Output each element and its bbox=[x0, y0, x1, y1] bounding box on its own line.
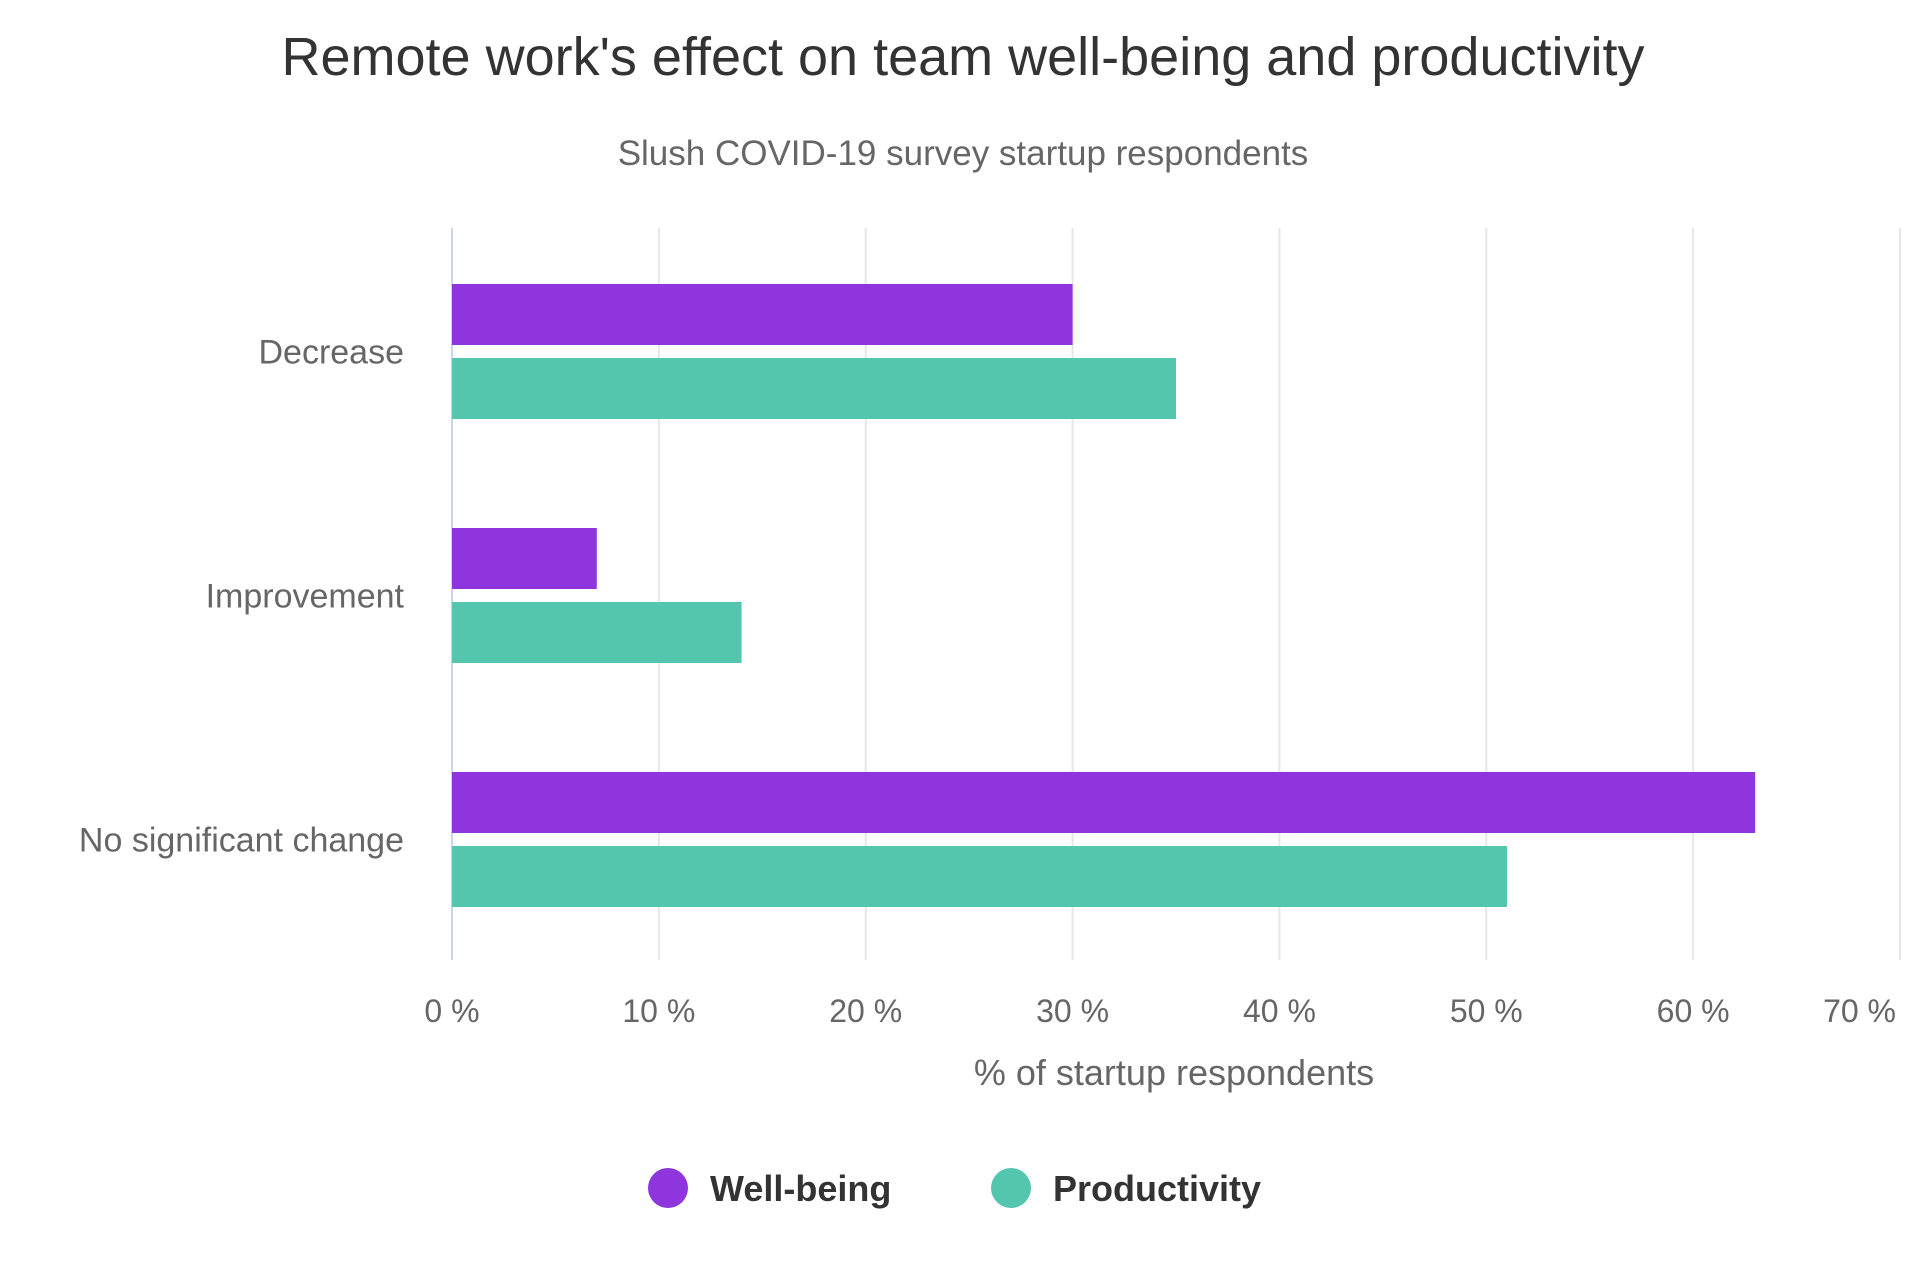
bar-well-being-decrease[interactable] bbox=[452, 284, 1073, 345]
bar-well-being-no-significant-change[interactable] bbox=[452, 772, 1756, 833]
chart-title: Remote work's effect on team well-being … bbox=[282, 27, 1645, 87]
legend-item-well-being[interactable]: Well-being bbox=[648, 1168, 891, 1209]
bar-well-being-improvement[interactable] bbox=[452, 528, 597, 589]
x-tick-label: 70 % bbox=[1823, 993, 1896, 1029]
legend-swatch bbox=[648, 1168, 688, 1208]
x-tick-label: 0 % bbox=[424, 993, 479, 1029]
x-tick-labels: 0 % 10 % 20 % 30 % 40 % 50 % 60 % 70 % bbox=[424, 993, 1896, 1029]
category-label: No significant change bbox=[79, 822, 404, 860]
bar-productivity-no-significant-change[interactable] bbox=[452, 846, 1507, 907]
x-axis-title: % of startup respondents bbox=[974, 1052, 1374, 1093]
x-tick-label: 30 % bbox=[1036, 993, 1109, 1029]
chart-subtitle: Slush COVID-19 survey startup respondent… bbox=[618, 134, 1309, 173]
x-tick-label: 20 % bbox=[829, 993, 902, 1029]
legend-label: Productivity bbox=[1053, 1168, 1261, 1209]
category-label: Improvement bbox=[206, 578, 405, 616]
legend[interactable]: Well-being Productivity bbox=[648, 1168, 1261, 1209]
x-tick-label: 50 % bbox=[1450, 993, 1523, 1029]
bars bbox=[452, 284, 1756, 907]
category-labels: Decrease Improvement No significant change bbox=[79, 334, 405, 860]
x-tick-label: 10 % bbox=[622, 993, 695, 1029]
legend-label: Well-being bbox=[710, 1168, 891, 1209]
x-tick-label: 40 % bbox=[1243, 993, 1316, 1029]
bar-productivity-improvement[interactable] bbox=[452, 602, 742, 663]
category-label: Decrease bbox=[258, 334, 404, 372]
bar-productivity-decrease[interactable] bbox=[452, 358, 1176, 419]
legend-swatch bbox=[991, 1168, 1031, 1208]
legend-item-productivity[interactable]: Productivity bbox=[991, 1168, 1261, 1209]
x-tick-label: 60 % bbox=[1657, 993, 1730, 1029]
gridlines bbox=[451, 228, 1901, 960]
